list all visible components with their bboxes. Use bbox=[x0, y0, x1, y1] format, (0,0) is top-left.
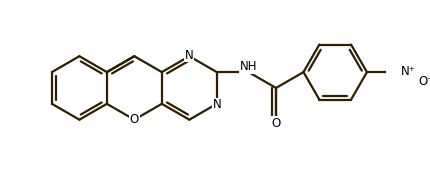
Text: NH: NH bbox=[240, 60, 257, 73]
Text: N⁺: N⁺ bbox=[400, 65, 415, 78]
Text: O: O bbox=[271, 117, 281, 130]
Text: N: N bbox=[212, 98, 221, 111]
Text: O⁻: O⁻ bbox=[419, 75, 430, 88]
Text: O: O bbox=[130, 113, 139, 126]
Text: N: N bbox=[185, 49, 194, 62]
